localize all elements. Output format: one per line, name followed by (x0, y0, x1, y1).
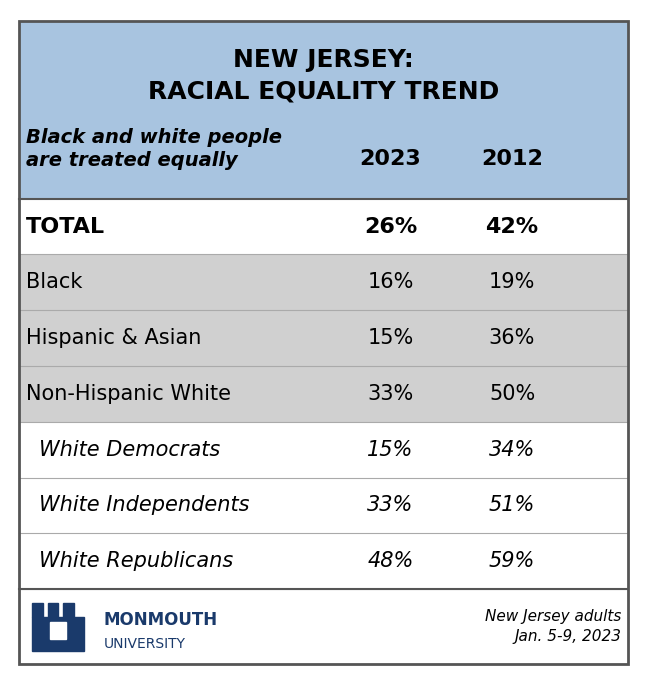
Text: RACIAL EQUALITY TREND: RACIAL EQUALITY TREND (148, 79, 499, 104)
Text: White Republicans: White Republicans (39, 551, 233, 571)
Text: 2023: 2023 (360, 149, 421, 169)
Text: 48%: 48% (367, 551, 413, 571)
Bar (48, 603, 58, 617)
Text: Non-Hispanic White: Non-Hispanic White (26, 384, 231, 404)
Bar (32, 617, 84, 651)
Text: Black: Black (26, 273, 82, 292)
Text: White Democrats: White Democrats (39, 440, 220, 460)
Text: 59%: 59% (489, 551, 535, 571)
Text: White Independents: White Independents (39, 495, 249, 515)
Text: Black and white people
are treated equally: Black and white people are treated equal… (26, 127, 282, 170)
Text: 36%: 36% (489, 328, 535, 348)
Text: 33%: 33% (367, 384, 413, 404)
FancyBboxPatch shape (19, 254, 628, 310)
Text: 26%: 26% (364, 216, 417, 236)
Text: 2012: 2012 (481, 149, 543, 169)
Text: Hispanic & Asian: Hispanic & Asian (26, 328, 201, 348)
FancyBboxPatch shape (19, 21, 628, 199)
Text: 33%: 33% (367, 495, 413, 515)
Text: 19%: 19% (489, 273, 535, 292)
FancyBboxPatch shape (19, 310, 628, 366)
Text: 15%: 15% (367, 328, 413, 348)
Text: 16%: 16% (367, 273, 413, 292)
FancyBboxPatch shape (19, 199, 628, 254)
FancyBboxPatch shape (19, 477, 628, 534)
Text: 15%: 15% (367, 440, 413, 460)
Text: MONMOUTH: MONMOUTH (104, 611, 217, 629)
FancyBboxPatch shape (19, 589, 628, 664)
FancyBboxPatch shape (19, 534, 628, 589)
Text: TOTAL: TOTAL (26, 216, 105, 236)
Text: NEW JERSEY:: NEW JERSEY: (233, 48, 414, 72)
Text: 50%: 50% (489, 384, 535, 404)
FancyBboxPatch shape (19, 422, 628, 477)
Text: UNIVERSITY: UNIVERSITY (104, 637, 186, 651)
Bar (63, 603, 74, 617)
Text: New Jersey adults
Jan. 5-9, 2023: New Jersey adults Jan. 5-9, 2023 (485, 610, 621, 644)
Text: 42%: 42% (485, 216, 538, 236)
Bar (32, 603, 43, 617)
FancyBboxPatch shape (19, 366, 628, 422)
Bar (50, 622, 66, 638)
Text: 34%: 34% (489, 440, 535, 460)
Text: 51%: 51% (489, 495, 535, 515)
